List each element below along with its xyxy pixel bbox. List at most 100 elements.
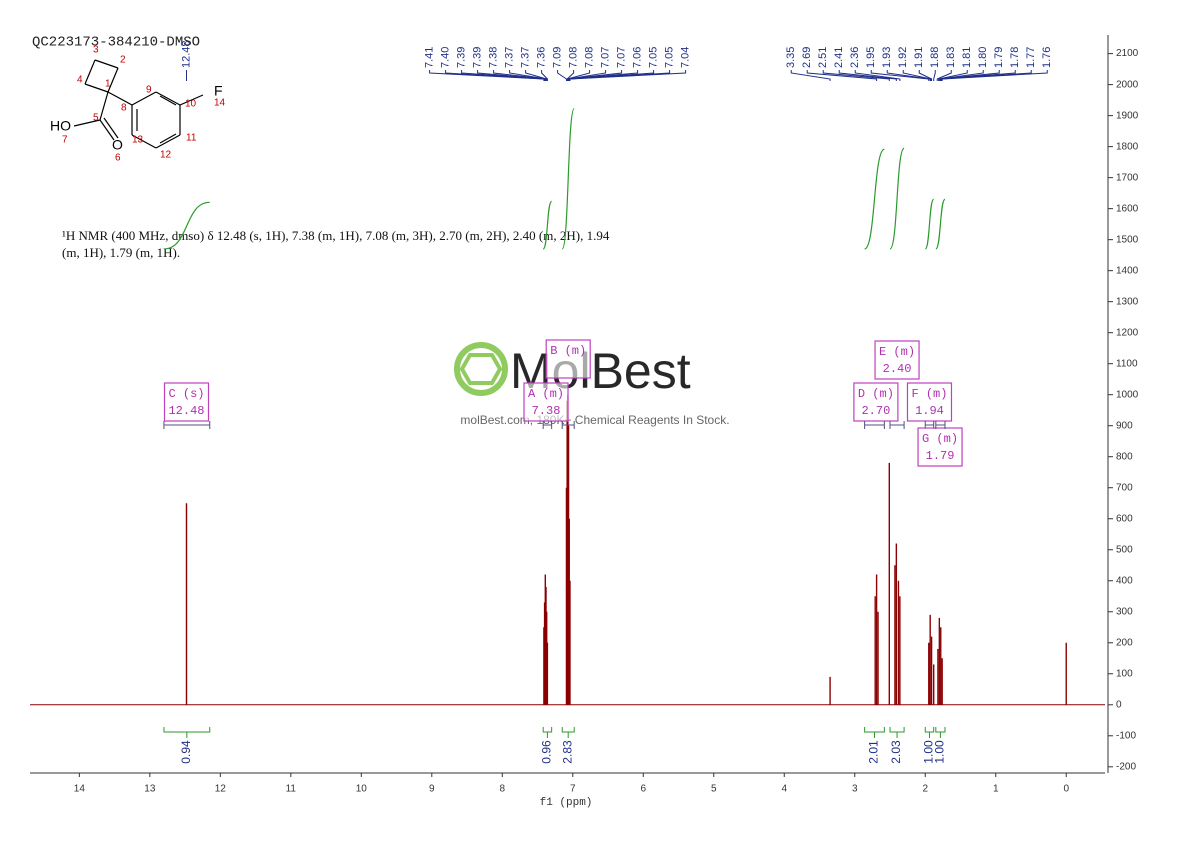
integral-label: 2.83 bbox=[560, 740, 574, 764]
peak-pick-label: 7.40 bbox=[440, 47, 452, 68]
peak-pick-label: 1.88 bbox=[929, 47, 941, 68]
integral-label: 2.03 bbox=[889, 740, 903, 764]
peak-pick-label: 1.91 bbox=[913, 47, 925, 68]
peak-pick-label: 7.39 bbox=[472, 47, 484, 68]
watermark-tagline: molBest.com, 180K+ Chemical Reagents In … bbox=[460, 413, 729, 427]
y-tick-label: -100 bbox=[1116, 730, 1136, 741]
multiplet-box bbox=[874, 340, 920, 380]
multiplet-box bbox=[523, 382, 569, 422]
multiplet-label: D (m) bbox=[858, 387, 894, 401]
peak-pick-label: 2.41 bbox=[833, 47, 845, 68]
peak-pick-label: 2.51 bbox=[817, 47, 829, 68]
x-tick-label: 9 bbox=[429, 784, 435, 795]
peak-pick-label: 1.95 bbox=[865, 47, 877, 68]
peak-pick-connector bbox=[568, 70, 671, 81]
y-tick-label: 1500 bbox=[1116, 234, 1139, 245]
peak-pick-label: 1.77 bbox=[1025, 47, 1037, 68]
atom-label: 6 bbox=[115, 153, 121, 164]
atom-label: 8 bbox=[121, 103, 127, 114]
y-tick-label: 900 bbox=[1116, 420, 1133, 431]
peak-pick-label: 7.04 bbox=[680, 47, 692, 68]
multiplet-range bbox=[542, 421, 553, 429]
peak-pick-label: 12.48 bbox=[180, 40, 192, 68]
multiplet-shift: 12.48 bbox=[168, 404, 204, 418]
integral-curve bbox=[561, 107, 575, 250]
peak-pick-label: 3.35 bbox=[785, 47, 797, 68]
peak-pick-connector bbox=[936, 70, 952, 81]
peak-pick-label: 7.05 bbox=[664, 47, 676, 68]
peak-pick-connector bbox=[940, 70, 1016, 81]
peak-pick-label: 1.78 bbox=[1009, 47, 1021, 68]
y-tick-label: 1700 bbox=[1116, 172, 1139, 183]
y-tick-label: 1400 bbox=[1116, 265, 1139, 276]
x-tick-label: 7 bbox=[570, 784, 576, 795]
atom-label: 3 bbox=[93, 45, 99, 56]
peak-pick-label: 7.07 bbox=[616, 47, 628, 68]
peak-pick-label: 7.36 bbox=[536, 47, 548, 68]
peak-pick-connector bbox=[429, 70, 545, 81]
multiplet-shift: 2.40 bbox=[883, 362, 912, 376]
peak-pick-label: 7.09 bbox=[552, 47, 564, 68]
peak-pick-label: 7.08 bbox=[584, 47, 596, 68]
peak-pick-connector bbox=[566, 70, 591, 81]
multiplet-label: G (m) bbox=[922, 432, 958, 446]
x-tick-label: 11 bbox=[286, 784, 297, 795]
y-tick-label: 600 bbox=[1116, 513, 1133, 524]
peak-pick-connector bbox=[557, 70, 567, 81]
atom-label: 12 bbox=[160, 150, 172, 161]
multiplet-range bbox=[163, 421, 211, 429]
integral-curve bbox=[889, 147, 905, 250]
integral-label: 1.00 bbox=[922, 740, 936, 764]
y-tick-label: 300 bbox=[1116, 606, 1133, 617]
integral-label: 0.94 bbox=[179, 740, 193, 764]
integral-bracket bbox=[935, 727, 946, 738]
multiplet-box bbox=[545, 339, 591, 379]
peak-pick-connector bbox=[939, 70, 1000, 81]
y-tick-label: -200 bbox=[1116, 761, 1136, 772]
peak-pick-label: 1.83 bbox=[945, 47, 957, 68]
x-tick-label: 5 bbox=[711, 784, 717, 795]
atom-label: 4 bbox=[77, 75, 83, 86]
peak-pick-connector bbox=[902, 70, 932, 81]
integral-label: 2.01 bbox=[867, 740, 881, 764]
peak-pick-connector bbox=[493, 70, 547, 81]
y-tick-label: 700 bbox=[1116, 482, 1133, 493]
atom-label: HO bbox=[50, 118, 71, 134]
x-tick-label: 8 bbox=[500, 784, 506, 795]
peak-pick-connector bbox=[445, 70, 546, 81]
integral-bracket bbox=[864, 727, 885, 738]
x-tick-label: 6 bbox=[640, 784, 646, 795]
atom-label: 11 bbox=[186, 133, 197, 144]
peak-pick-connector bbox=[886, 70, 931, 81]
y-tick-label: 0 bbox=[1116, 699, 1122, 710]
peak-pick-connector bbox=[918, 70, 933, 81]
integral-bracket bbox=[542, 727, 553, 738]
multiplet-label: E (m) bbox=[879, 345, 915, 359]
multiplet-box bbox=[906, 382, 953, 422]
y-tick-label: 2000 bbox=[1116, 79, 1139, 90]
peak-pick-label: 7.07 bbox=[600, 47, 612, 68]
peak-pick-label: 7.41 bbox=[424, 47, 436, 68]
multiplet-range bbox=[935, 421, 946, 429]
atom-label: 13 bbox=[132, 135, 144, 146]
y-tick-label: 100 bbox=[1116, 668, 1133, 679]
peak-pick-connector bbox=[569, 70, 687, 81]
peak-pick-connector bbox=[938, 70, 968, 81]
atom-label: 9 bbox=[146, 85, 152, 96]
y-tick-label: 1900 bbox=[1116, 110, 1139, 121]
peak-pick-label: 7.05 bbox=[648, 47, 660, 68]
peak-pick-label: 7.39 bbox=[456, 47, 468, 68]
y-tick-label: 200 bbox=[1116, 637, 1133, 648]
multiplet-label: F (m) bbox=[911, 387, 947, 401]
x-tick-label: 13 bbox=[144, 784, 156, 795]
integral-bracket bbox=[561, 727, 575, 738]
integral-curve bbox=[924, 198, 935, 250]
x-axis-label: f1 (ppm) bbox=[540, 797, 593, 809]
peak-pick-connector bbox=[933, 70, 936, 81]
multiplet-range bbox=[889, 421, 905, 429]
multiplet-label: A (m) bbox=[528, 387, 564, 401]
peak-pick-connector bbox=[525, 70, 548, 81]
peak-pick-label: 1.92 bbox=[897, 47, 909, 68]
y-tick-label: 800 bbox=[1116, 451, 1133, 462]
